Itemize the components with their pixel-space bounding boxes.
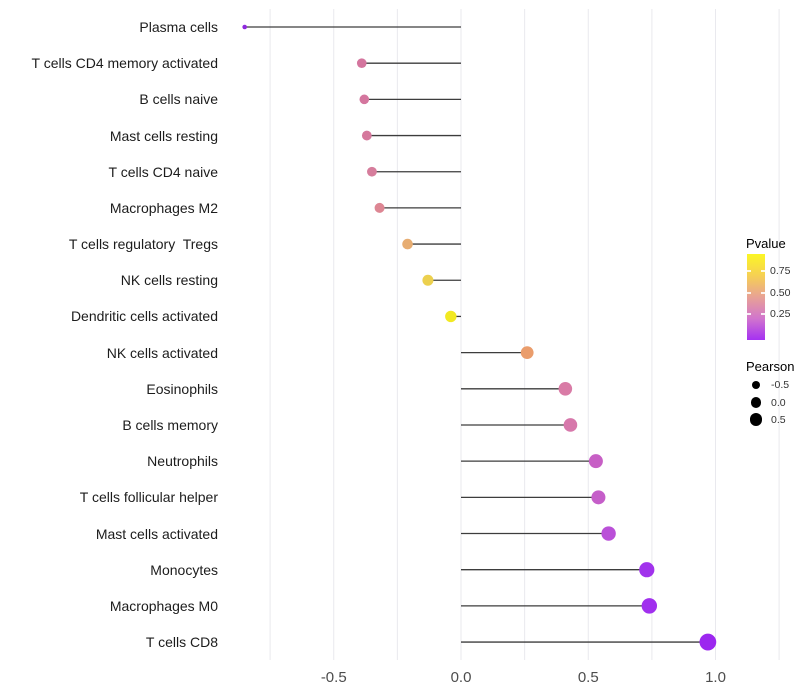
- category-label: Monocytes: [150, 561, 218, 578]
- lollipop-dot: [356, 58, 367, 68]
- category-label: Macrophages M0: [109, 597, 218, 614]
- category-label: T cells CD4 memory activated: [31, 55, 218, 72]
- colorbar-tick-label: 0.75: [770, 265, 791, 277]
- lollipop-dot: [641, 598, 658, 614]
- lollipop-dot: [402, 238, 413, 250]
- lollipop-dot: [563, 418, 578, 432]
- lollipop-dot: [591, 490, 606, 505]
- lollipop-dot: [359, 94, 370, 105]
- pvalue-legend-title: Pvalue: [746, 236, 786, 251]
- category-label: T cells follicular helper: [79, 489, 218, 506]
- category-label: B cells naive: [139, 91, 218, 108]
- x-tick-label: 0.0: [450, 669, 472, 686]
- pearson-legend-title: Pearson: [746, 359, 795, 374]
- category-label: NK cells activated: [106, 344, 218, 361]
- category-label: Macrophages M2: [109, 199, 218, 216]
- category-label: T cells CD8: [145, 634, 218, 651]
- colorbar-tick: [761, 291, 765, 294]
- lollipop-dot: [601, 526, 616, 541]
- size-legend-label: 0.5: [771, 413, 786, 426]
- category-label: Mast cells activated: [95, 525, 218, 542]
- category-label: T cells CD4 naive: [108, 163, 218, 180]
- x-tick-label: 0.5: [577, 669, 599, 686]
- category-label: Eosinophils: [146, 380, 218, 397]
- colorbar-tick: [761, 270, 765, 272]
- size-legend-label: -0.5: [771, 379, 790, 391]
- category-label: T cells regulatory Tregs: [68, 236, 218, 253]
- size-legend-dot: [749, 413, 763, 426]
- category-label: Neutrophils: [147, 453, 218, 470]
- pvalue-colorbar: [747, 254, 765, 340]
- category-label: B cells memory: [122, 416, 218, 433]
- lollipop-dot: [242, 24, 247, 30]
- size-legend-dot: [751, 380, 761, 390]
- x-tick-label: -0.5: [320, 669, 347, 686]
- category-label: Plasma cells: [139, 19, 218, 35]
- lollipop-dot: [699, 633, 717, 651]
- colorbar-tick: [761, 313, 765, 315]
- lollipop-dot: [588, 454, 603, 469]
- colorbar-tick-label: 0.50: [770, 286, 791, 299]
- category-label: Mast cells resting: [109, 127, 218, 144]
- colorbar-tick: [747, 313, 751, 315]
- size-legend-label: 0.0: [771, 396, 786, 409]
- lollipop-dot: [520, 346, 534, 360]
- colorbar-tick: [747, 270, 751, 272]
- lollipop-dot: [558, 382, 573, 396]
- category-label: Dendritic cells activated: [70, 308, 218, 325]
- x-tick-label: 1.0: [705, 669, 726, 686]
- lollipop-dot: [639, 562, 655, 578]
- lollipop-dot: [361, 130, 372, 141]
- colorbar-tick-label: 0.25: [770, 308, 791, 320]
- lollipop-dot: [367, 166, 377, 177]
- lollipop-dot: [445, 310, 457, 323]
- size-legend-dot: [750, 397, 762, 408]
- colorbar-tick: [747, 291, 751, 294]
- category-label: NK cells resting: [120, 272, 218, 289]
- lollipop-dot: [422, 274, 434, 286]
- lollipop-dot: [374, 202, 385, 213]
